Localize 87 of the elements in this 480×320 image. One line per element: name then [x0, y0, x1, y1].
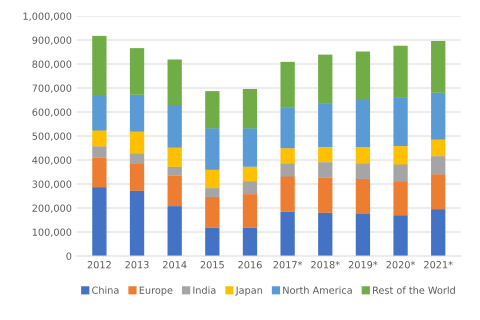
- bar: [242, 88, 258, 128]
- bar: [318, 178, 332, 213]
- y-tick-label: 800,000: [32, 60, 72, 69]
- bar: [280, 163, 295, 177]
- legend-label: India: [193, 286, 216, 294]
- y-tick-label: 700,000: [32, 84, 72, 93]
- bar: [318, 54, 332, 104]
- bar: [92, 36, 107, 96]
- legend-label: China: [92, 286, 118, 294]
- bar: [92, 187, 107, 256]
- bar: [356, 147, 370, 164]
- bar: [205, 228, 220, 256]
- bar: [242, 228, 258, 256]
- x-tick-label: 2012: [88, 261, 111, 268]
- x-tick-label: 2017*: [274, 261, 302, 268]
- bar: [280, 108, 295, 148]
- bar: [393, 46, 408, 98]
- bar: [168, 176, 182, 206]
- bar: [205, 170, 220, 188]
- bar: [205, 91, 220, 128]
- bar: [280, 148, 295, 164]
- y-tick-label: 1,000,000: [24, 12, 72, 21]
- legend-label: Europe: [140, 286, 172, 296]
- bar: [318, 162, 332, 178]
- y-tick-label: 600,000: [32, 108, 72, 117]
- legend-label: Japan: [235, 286, 262, 296]
- x-tick-label: 2014: [163, 261, 187, 268]
- x-tick-label: 2020*: [386, 261, 416, 268]
- bar: [393, 215, 408, 256]
- bar: [130, 48, 144, 95]
- bar: [431, 40, 446, 93]
- bar: [393, 146, 408, 165]
- bar: [168, 106, 182, 148]
- y-tick-label: 300,000: [32, 180, 72, 189]
- bar: [318, 147, 332, 162]
- x-tick-label: 2019*: [348, 261, 378, 268]
- bar: [393, 181, 408, 216]
- y-tick-label: 200,000: [32, 204, 72, 213]
- bar: [168, 206, 182, 256]
- bar: [280, 176, 295, 212]
- bar: [356, 52, 370, 100]
- bar: [356, 178, 370, 214]
- y-tick-label: 0: [66, 252, 72, 260]
- bar: [242, 128, 258, 167]
- y-tick-label: 500,000: [32, 132, 72, 141]
- bar: [431, 140, 446, 156]
- x-tick-label: 2015: [200, 261, 224, 268]
- bar: [393, 164, 408, 182]
- x-tick-label: 2013: [125, 261, 149, 268]
- bar: [242, 181, 258, 194]
- x-tick-label: 2016: [238, 261, 262, 268]
- bar: [92, 146, 107, 158]
- bar: [242, 194, 258, 228]
- bar: [205, 196, 220, 228]
- bar: [431, 92, 446, 140]
- bar: [242, 166, 258, 182]
- bar: [130, 94, 144, 132]
- bar: [318, 212, 332, 256]
- legend-label: North America: [283, 286, 352, 294]
- bar: [92, 95, 107, 130]
- bar: [280, 212, 295, 256]
- bar: [168, 59, 182, 106]
- bar: [92, 158, 107, 188]
- bar: [130, 153, 144, 164]
- bar: [356, 214, 370, 256]
- bar: [280, 62, 295, 108]
- bar: [205, 128, 220, 170]
- bar: [130, 132, 144, 154]
- bar: [356, 100, 370, 148]
- bar: [356, 163, 370, 179]
- bar: [92, 130, 107, 146]
- y-tick-label: 400,000: [32, 156, 72, 165]
- bar: [393, 97, 408, 146]
- legend-label: Rest of the World: [373, 286, 455, 294]
- bar: [431, 156, 446, 174]
- bar: [168, 166, 182, 176]
- bar: [130, 163, 144, 191]
- y-tick-label: 900,000: [32, 36, 72, 45]
- bar: [130, 190, 144, 256]
- bar: [431, 174, 446, 210]
- x-tick-label: 2021*: [424, 261, 453, 268]
- y-tick-label: 100,000: [32, 228, 72, 237]
- bar: [168, 148, 182, 167]
- bar: [318, 103, 332, 148]
- bar: [205, 188, 220, 197]
- bar: [431, 209, 446, 256]
- x-tick-label: 2018*: [311, 261, 340, 268]
